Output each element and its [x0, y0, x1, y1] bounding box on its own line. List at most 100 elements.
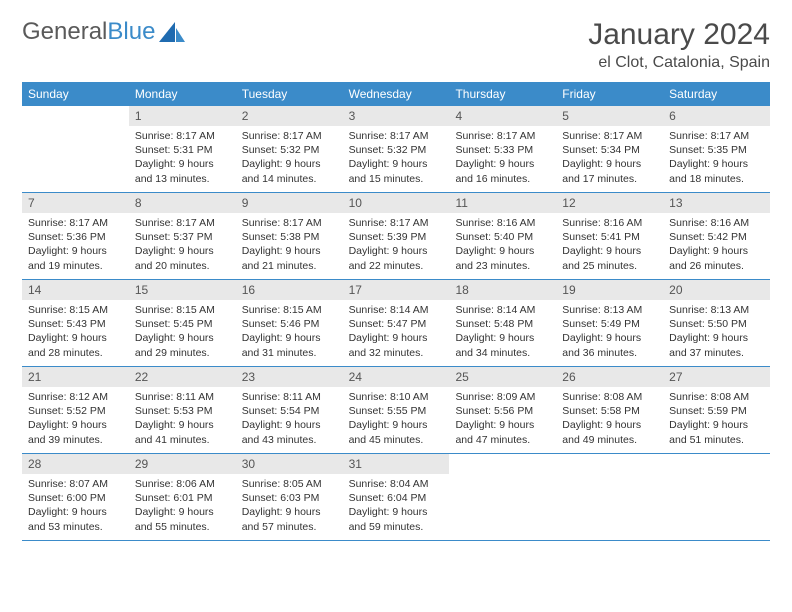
- daylight-text: Daylight: 9 hours and 17 minutes.: [562, 157, 657, 185]
- calendar-day: .: [663, 454, 770, 540]
- day-number: 2: [236, 106, 343, 126]
- sunset-text: Sunset: 5:42 PM: [669, 230, 764, 244]
- day-number: 20: [663, 280, 770, 300]
- calendar-day: 30Sunrise: 8:05 AMSunset: 6:03 PMDayligh…: [236, 454, 343, 540]
- day-details: Sunrise: 8:16 AMSunset: 5:41 PMDaylight:…: [556, 213, 663, 279]
- sunrise-text: Sunrise: 8:11 AM: [242, 390, 337, 404]
- day-details: Sunrise: 8:17 AMSunset: 5:34 PMDaylight:…: [556, 126, 663, 192]
- daylight-text: Daylight: 9 hours and 15 minutes.: [349, 157, 444, 185]
- calendar-day: 4Sunrise: 8:17 AMSunset: 5:33 PMDaylight…: [449, 106, 556, 192]
- day-number: 9: [236, 193, 343, 213]
- day-details: Sunrise: 8:16 AMSunset: 5:42 PMDaylight:…: [663, 213, 770, 279]
- daylight-text: Daylight: 9 hours and 43 minutes.: [242, 418, 337, 446]
- daylight-text: Daylight: 9 hours and 21 minutes.: [242, 244, 337, 272]
- day-details: Sunrise: 8:15 AMSunset: 5:46 PMDaylight:…: [236, 300, 343, 366]
- day-number: 26: [556, 367, 663, 387]
- daylight-text: Daylight: 9 hours and 32 minutes.: [349, 331, 444, 359]
- calendar-day: 16Sunrise: 8:15 AMSunset: 5:46 PMDayligh…: [236, 280, 343, 366]
- sunrise-text: Sunrise: 8:10 AM: [349, 390, 444, 404]
- sunset-text: Sunset: 5:53 PM: [135, 404, 230, 418]
- calendar-day: 25Sunrise: 8:09 AMSunset: 5:56 PMDayligh…: [449, 367, 556, 453]
- daylight-text: Daylight: 9 hours and 36 minutes.: [562, 331, 657, 359]
- sunrise-text: Sunrise: 8:16 AM: [562, 216, 657, 230]
- calendar-day: 3Sunrise: 8:17 AMSunset: 5:32 PMDaylight…: [343, 106, 450, 192]
- sunrise-text: Sunrise: 8:17 AM: [242, 216, 337, 230]
- day-details: Sunrise: 8:17 AMSunset: 5:32 PMDaylight:…: [236, 126, 343, 192]
- day-details: Sunrise: 8:11 AMSunset: 5:53 PMDaylight:…: [129, 387, 236, 453]
- calendar-day: 15Sunrise: 8:15 AMSunset: 5:45 PMDayligh…: [129, 280, 236, 366]
- sunset-text: Sunset: 5:59 PM: [669, 404, 764, 418]
- day-number: 8: [129, 193, 236, 213]
- sunset-text: Sunset: 6:01 PM: [135, 491, 230, 505]
- calendar-day: 26Sunrise: 8:08 AMSunset: 5:58 PMDayligh…: [556, 367, 663, 453]
- sunrise-text: Sunrise: 8:17 AM: [349, 129, 444, 143]
- sunrise-text: Sunrise: 8:12 AM: [28, 390, 123, 404]
- day-number: 31: [343, 454, 450, 474]
- daylight-text: Daylight: 9 hours and 49 minutes.: [562, 418, 657, 446]
- day-details: Sunrise: 8:17 AMSunset: 5:38 PMDaylight:…: [236, 213, 343, 279]
- calendar-day: 10Sunrise: 8:17 AMSunset: 5:39 PMDayligh…: [343, 193, 450, 279]
- calendar-day: 2Sunrise: 8:17 AMSunset: 5:32 PMDaylight…: [236, 106, 343, 192]
- location: el Clot, Catalonia, Spain: [588, 54, 770, 72]
- daylight-text: Daylight: 9 hours and 19 minutes.: [28, 244, 123, 272]
- day-details: Sunrise: 8:12 AMSunset: 5:52 PMDaylight:…: [22, 387, 129, 453]
- sunrise-text: Sunrise: 8:17 AM: [28, 216, 123, 230]
- daylight-text: Daylight: 9 hours and 13 minutes.: [135, 157, 230, 185]
- calendar-day: .: [22, 106, 129, 192]
- daylight-text: Daylight: 9 hours and 39 minutes.: [28, 418, 123, 446]
- daylight-text: Daylight: 9 hours and 45 minutes.: [349, 418, 444, 446]
- sunrise-text: Sunrise: 8:17 AM: [349, 216, 444, 230]
- day-details: Sunrise: 8:17 AMSunset: 5:39 PMDaylight:…: [343, 213, 450, 279]
- day-details: Sunrise: 8:08 AMSunset: 5:58 PMDaylight:…: [556, 387, 663, 453]
- day-details: Sunrise: 8:09 AMSunset: 5:56 PMDaylight:…: [449, 387, 556, 453]
- day-number: 27: [663, 367, 770, 387]
- daylight-text: Daylight: 9 hours and 25 minutes.: [562, 244, 657, 272]
- sunset-text: Sunset: 5:55 PM: [349, 404, 444, 418]
- day-details: Sunrise: 8:08 AMSunset: 5:59 PMDaylight:…: [663, 387, 770, 453]
- sunset-text: Sunset: 5:40 PM: [455, 230, 550, 244]
- daylight-text: Daylight: 9 hours and 14 minutes.: [242, 157, 337, 185]
- sunrise-text: Sunrise: 8:07 AM: [28, 477, 123, 491]
- daylight-text: Daylight: 9 hours and 18 minutes.: [669, 157, 764, 185]
- calendar-day: 7Sunrise: 8:17 AMSunset: 5:36 PMDaylight…: [22, 193, 129, 279]
- day-details: Sunrise: 8:13 AMSunset: 5:49 PMDaylight:…: [556, 300, 663, 366]
- day-number: 21: [22, 367, 129, 387]
- day-details: Sunrise: 8:13 AMSunset: 5:50 PMDaylight:…: [663, 300, 770, 366]
- sunset-text: Sunset: 5:45 PM: [135, 317, 230, 331]
- day-number: 29: [129, 454, 236, 474]
- daylight-text: Daylight: 9 hours and 53 minutes.: [28, 505, 123, 533]
- calendar-day: 5Sunrise: 8:17 AMSunset: 5:34 PMDaylight…: [556, 106, 663, 192]
- day-number: 19: [556, 280, 663, 300]
- day-details: Sunrise: 8:10 AMSunset: 5:55 PMDaylight:…: [343, 387, 450, 453]
- sunrise-text: Sunrise: 8:14 AM: [349, 303, 444, 317]
- sunrise-text: Sunrise: 8:05 AM: [242, 477, 337, 491]
- daylight-text: Daylight: 9 hours and 23 minutes.: [455, 244, 550, 272]
- sunset-text: Sunset: 5:47 PM: [349, 317, 444, 331]
- day-details: Sunrise: 8:11 AMSunset: 5:54 PMDaylight:…: [236, 387, 343, 453]
- calendar-day: 21Sunrise: 8:12 AMSunset: 5:52 PMDayligh…: [22, 367, 129, 453]
- day-details: Sunrise: 8:17 AMSunset: 5:31 PMDaylight:…: [129, 126, 236, 192]
- calendar-week: 28Sunrise: 8:07 AMSunset: 6:00 PMDayligh…: [22, 454, 770, 541]
- sunrise-text: Sunrise: 8:15 AM: [135, 303, 230, 317]
- day-number: 6: [663, 106, 770, 126]
- logo: GeneralBlue: [22, 18, 185, 46]
- calendar-day: 24Sunrise: 8:10 AMSunset: 5:55 PMDayligh…: [343, 367, 450, 453]
- sunrise-text: Sunrise: 8:15 AM: [28, 303, 123, 317]
- calendar-day: 11Sunrise: 8:16 AMSunset: 5:40 PMDayligh…: [449, 193, 556, 279]
- daylight-text: Daylight: 9 hours and 59 minutes.: [349, 505, 444, 533]
- day-number: 10: [343, 193, 450, 213]
- day-number: 30: [236, 454, 343, 474]
- sunrise-text: Sunrise: 8:08 AM: [669, 390, 764, 404]
- day-details: Sunrise: 8:06 AMSunset: 6:01 PMDaylight:…: [129, 474, 236, 540]
- calendar-day: 8Sunrise: 8:17 AMSunset: 5:37 PMDaylight…: [129, 193, 236, 279]
- sunset-text: Sunset: 5:32 PM: [242, 143, 337, 157]
- sunrise-text: Sunrise: 8:17 AM: [135, 129, 230, 143]
- daylight-text: Daylight: 9 hours and 51 minutes.: [669, 418, 764, 446]
- sunrise-text: Sunrise: 8:15 AM: [242, 303, 337, 317]
- daylight-text: Daylight: 9 hours and 29 minutes.: [135, 331, 230, 359]
- sunrise-text: Sunrise: 8:13 AM: [669, 303, 764, 317]
- sunset-text: Sunset: 5:36 PM: [28, 230, 123, 244]
- calendar-day: 29Sunrise: 8:06 AMSunset: 6:01 PMDayligh…: [129, 454, 236, 540]
- sunrise-text: Sunrise: 8:17 AM: [669, 129, 764, 143]
- day-details: Sunrise: 8:17 AMSunset: 5:36 PMDaylight:…: [22, 213, 129, 279]
